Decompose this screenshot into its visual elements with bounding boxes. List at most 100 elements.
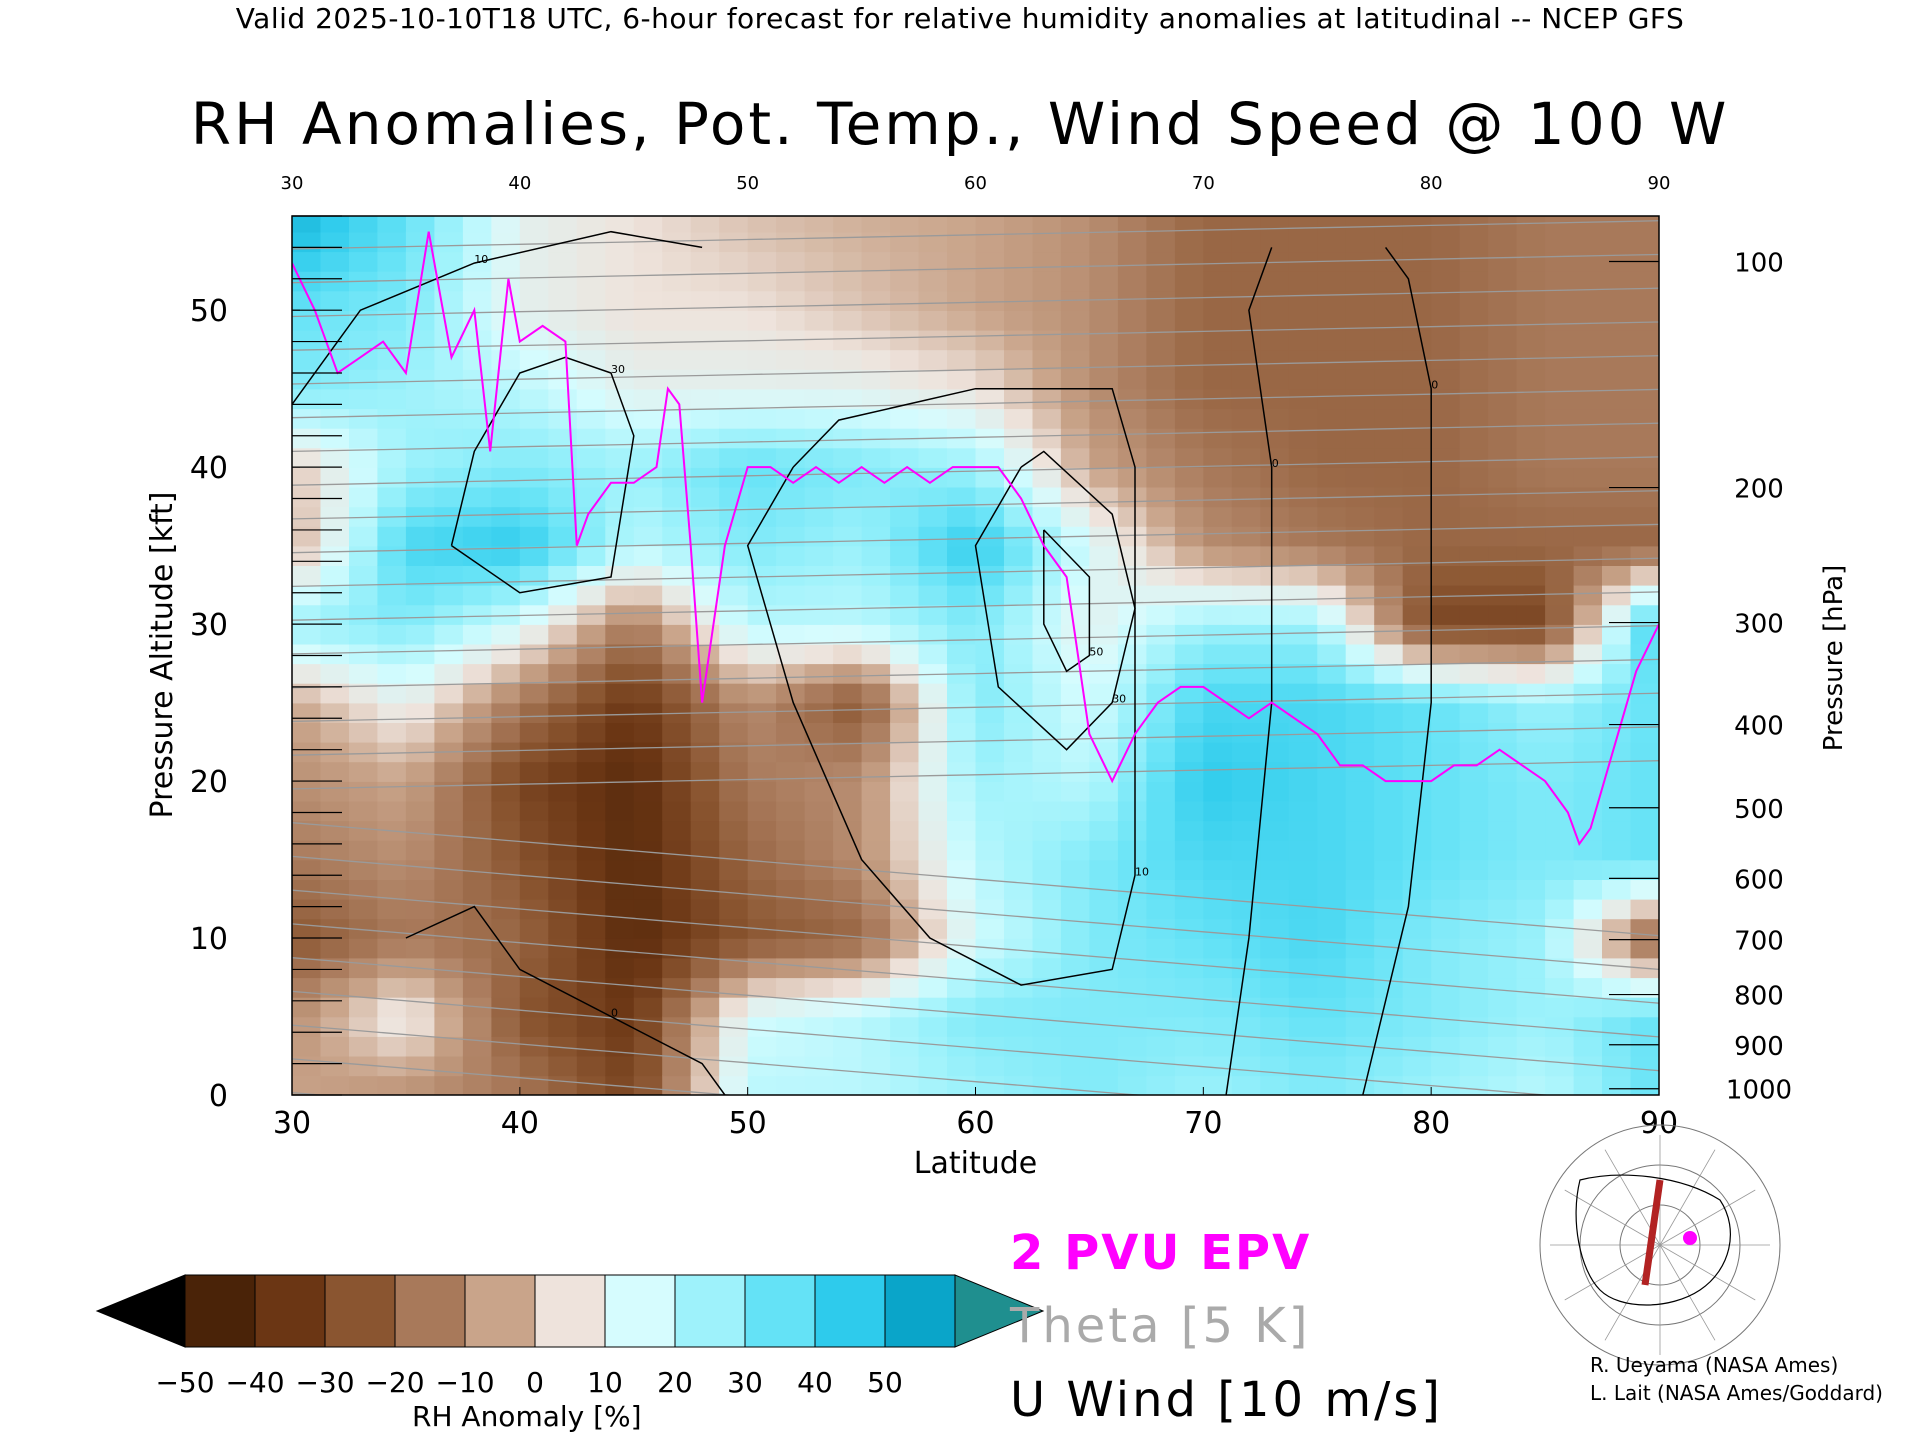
heatmap-cell bbox=[434, 486, 464, 508]
colorbar: −50 −40 −30 −20 −10 0 10 20 30 40 50 bbox=[95, 1274, 1045, 1399]
heatmap-cell bbox=[1374, 1036, 1404, 1057]
heatmap-cell bbox=[1317, 526, 1347, 547]
heatmap-cell bbox=[1374, 329, 1404, 351]
heatmap-cell bbox=[576, 702, 607, 723]
heatmap-cell bbox=[861, 1016, 891, 1037]
heatmap-cell bbox=[1231, 1036, 1262, 1057]
heatmap-cell bbox=[1630, 761, 1659, 782]
heatmap-cell bbox=[1174, 918, 1205, 939]
heatmap-cell bbox=[1060, 604, 1091, 625]
heatmap-cell bbox=[1004, 643, 1034, 665]
heatmap-cell bbox=[1231, 996, 1262, 1018]
heatmap-cell bbox=[1488, 408, 1518, 429]
heatmap-cell bbox=[1231, 290, 1262, 311]
heatmap-cell bbox=[975, 486, 1005, 508]
heatmap-cell bbox=[605, 1055, 635, 1077]
heatmap-cell bbox=[690, 506, 720, 527]
heatmap-cell bbox=[292, 467, 322, 488]
heatmap-cell bbox=[405, 604, 436, 625]
heatmap-cell bbox=[662, 604, 692, 625]
heatmap-cell bbox=[434, 1075, 464, 1095]
heatmap-cell bbox=[605, 800, 635, 822]
heatmap-cell bbox=[377, 898, 407, 920]
heatmap-cell bbox=[890, 290, 920, 311]
heatmap-cell bbox=[719, 486, 749, 508]
heatmap-cell bbox=[975, 427, 1005, 449]
heatmap-cell bbox=[1032, 781, 1062, 802]
heatmap-cell bbox=[462, 310, 493, 331]
heatmap-cell bbox=[1032, 1055, 1062, 1077]
heatmap-cell bbox=[861, 290, 891, 311]
heatmap-cell bbox=[1545, 722, 1575, 743]
heatmap-cell bbox=[1488, 898, 1518, 920]
heatmap-cell bbox=[833, 918, 863, 939]
heatmap-cell bbox=[1516, 369, 1546, 390]
heatmap-cell bbox=[377, 545, 407, 566]
heatmap-cell bbox=[861, 526, 891, 547]
heatmap-cell bbox=[662, 898, 692, 920]
heatmap-cell bbox=[519, 1016, 550, 1037]
heatmap-cell bbox=[890, 957, 920, 979]
heatmap-cell bbox=[519, 918, 550, 939]
heatmap-cell bbox=[491, 329, 521, 351]
heatmap-cell bbox=[1004, 702, 1034, 723]
heatmap-cell bbox=[662, 839, 692, 861]
heatmap-cell bbox=[747, 604, 777, 625]
heatmap-cell bbox=[1516, 565, 1546, 586]
heatmap-cell bbox=[462, 545, 493, 566]
heatmap-cell bbox=[1545, 663, 1575, 684]
heatmap-cell bbox=[1146, 388, 1176, 410]
heatmap-cell bbox=[947, 977, 977, 998]
heatmap-cell bbox=[776, 996, 806, 1018]
heatmap-cell bbox=[633, 486, 664, 508]
heatmap-cell bbox=[491, 624, 521, 645]
heatmap-cell bbox=[519, 977, 550, 998]
heatmap-cell bbox=[377, 722, 407, 743]
heatmap-cell bbox=[1573, 231, 1603, 253]
heatmap-cell bbox=[1545, 800, 1575, 822]
heatmap-cell bbox=[1402, 545, 1432, 566]
heatmap-cell bbox=[1602, 565, 1632, 586]
heatmap-cell bbox=[975, 800, 1005, 822]
heatmap-cell bbox=[1174, 565, 1205, 586]
heatmap-cell bbox=[1089, 624, 1119, 645]
heatmap-cell bbox=[576, 369, 607, 390]
heatmap-cell bbox=[320, 604, 350, 625]
heatmap-cell bbox=[776, 486, 806, 508]
heatmap-cell bbox=[1459, 427, 1489, 449]
heatmap-cell bbox=[548, 663, 578, 684]
heatmap-cell bbox=[747, 859, 777, 880]
heatmap-cell bbox=[776, 820, 806, 841]
heatmap-cell bbox=[519, 898, 550, 920]
heatmap-cell bbox=[405, 996, 436, 1018]
heatmap-cell bbox=[662, 879, 692, 900]
heatmap-cell bbox=[1545, 290, 1575, 311]
heatmap-cell bbox=[1402, 506, 1432, 527]
heatmap-cell bbox=[1032, 996, 1062, 1018]
heatmap-cell bbox=[1288, 604, 1319, 625]
heatmap-cell bbox=[548, 486, 578, 508]
heatmap-cell bbox=[1260, 231, 1290, 253]
heatmap-cell bbox=[1431, 388, 1461, 410]
heatmap-cell bbox=[1431, 310, 1461, 331]
heatmap-cell bbox=[1174, 329, 1205, 351]
heatmap-cell bbox=[576, 781, 607, 802]
heatmap-cell bbox=[605, 584, 635, 606]
heatmap-cell bbox=[1317, 643, 1347, 665]
heatmap-cell bbox=[918, 1016, 948, 1037]
heatmap-cell bbox=[890, 565, 920, 586]
heatmap-cell bbox=[491, 741, 521, 763]
pressure-tick-label: 900 bbox=[1734, 1032, 1784, 1062]
heatmap-cell bbox=[833, 349, 863, 370]
heatmap-cell bbox=[690, 290, 720, 311]
heatmap-cell bbox=[918, 310, 948, 331]
heatmap-cell bbox=[1146, 427, 1176, 449]
heatmap-cell bbox=[405, 879, 436, 900]
heatmap-cell bbox=[975, 741, 1005, 763]
heatmap-cell bbox=[1459, 663, 1489, 684]
heatmap-cell bbox=[292, 604, 322, 625]
heatmap-cell bbox=[576, 643, 607, 665]
heatmap-cell bbox=[975, 1036, 1005, 1057]
heatmap-cell bbox=[1203, 1055, 1233, 1077]
heatmap-cell bbox=[975, 1075, 1005, 1095]
